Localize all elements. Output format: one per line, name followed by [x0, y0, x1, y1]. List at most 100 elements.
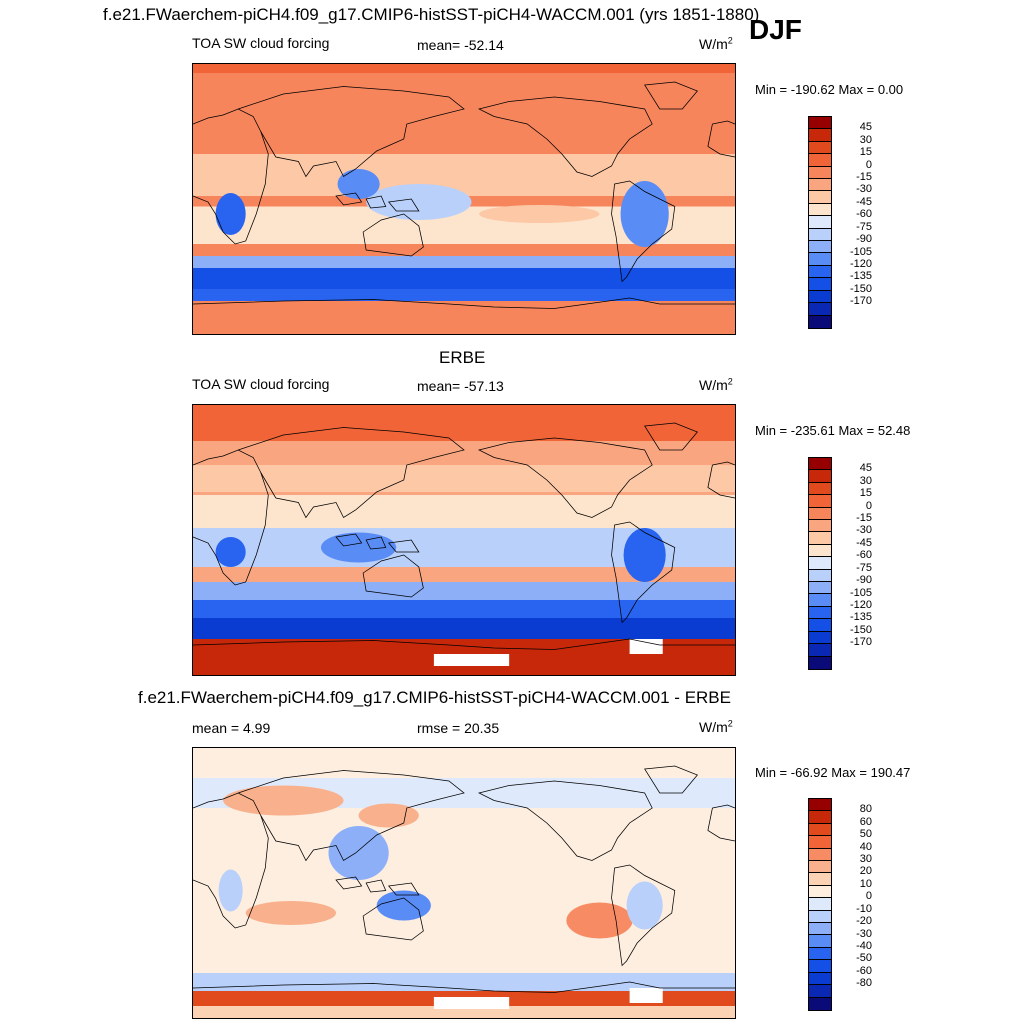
panel1-minmax: Min = -190.62 Max = 0.00 — [755, 82, 904, 97]
coastline — [387, 198, 420, 212]
colorbar-segment — [809, 836, 831, 849]
colorbar-tick-label: -60 — [856, 964, 872, 977]
colorbar-tick-label: -10 — [856, 902, 872, 915]
colorbar-segment — [809, 799, 831, 812]
panel3-field-svg — [193, 748, 735, 1018]
coastline — [365, 536, 387, 550]
field-band — [193, 582, 735, 603]
panel2-units-label: W/m2 — [699, 376, 733, 393]
colorbar-segment — [809, 228, 831, 242]
panel2-minmax: Min = -235.61 Max = 52.48 — [755, 423, 911, 438]
colorbar-segment — [809, 823, 831, 837]
colorbar-segment — [809, 495, 831, 508]
colorbar-segment — [809, 898, 831, 911]
coastline — [707, 120, 735, 158]
colorbar-tick-label: 80 — [859, 803, 872, 816]
colorbar-tick-label: -75 — [856, 561, 872, 574]
colorbar-segment — [809, 303, 831, 316]
coastline — [238, 427, 465, 519]
colorbar-tick-label: -45 — [856, 536, 872, 549]
coastline — [365, 195, 387, 209]
coastline — [362, 554, 424, 598]
colorbar-tick-label: -60 — [856, 208, 872, 221]
colorbar-segment — [809, 278, 831, 291]
colorbar-tick-label: 15 — [859, 146, 872, 159]
colorbar-tick-label: -30 — [856, 524, 872, 537]
panel3-minmax: Min = -66.92 Max = 190.47 — [755, 765, 911, 780]
colorbar-tick-label: -120 — [849, 257, 872, 270]
coastline — [335, 192, 363, 206]
colorbar-tick-label: -30 — [856, 183, 872, 196]
colorbar-tick-label: -150 — [849, 282, 872, 295]
coastline — [644, 765, 698, 794]
coastline — [335, 876, 363, 890]
colorbar-segment — [809, 885, 831, 899]
colorbar-tick-label: -135 — [849, 611, 872, 624]
colorbar-tick-label: 45 — [859, 121, 872, 134]
missing-data — [433, 997, 510, 1009]
coastline — [707, 804, 735, 842]
colorbar-tick-label: -105 — [849, 245, 872, 258]
coastline — [477, 780, 653, 861]
coastline — [365, 879, 387, 893]
field-feature — [623, 528, 666, 582]
colorbar-tick-label: 15 — [859, 487, 872, 500]
panel1-variable-label: TOA SW cloud forcing — [192, 35, 330, 51]
panel2-title: ERBE — [439, 348, 486, 367]
field-band — [193, 405, 735, 441]
coastline — [644, 422, 698, 451]
colorbar-segment — [809, 557, 831, 570]
colorbar-segment — [809, 656, 831, 669]
colorbar-segment — [809, 470, 831, 483]
season-label: DJF — [749, 14, 802, 45]
field-feature — [218, 869, 243, 912]
panel2-mean-label: mean= -57.13 — [417, 378, 504, 394]
colorbar-tick-label: 60 — [859, 815, 872, 828]
colorbar-segment — [809, 520, 831, 533]
panel1-mean-label: mean= -52.14 — [417, 37, 504, 53]
panel1-map — [192, 63, 736, 335]
field-feature — [223, 785, 344, 816]
colorbar-segment — [809, 960, 831, 973]
field-feature — [320, 532, 397, 563]
field-band — [193, 256, 735, 271]
colorbar-segment — [809, 594, 831, 607]
colorbar-segment — [809, 910, 831, 924]
coastline — [387, 539, 420, 553]
coastline — [707, 461, 735, 499]
colorbar-tick-label: -120 — [849, 598, 872, 611]
colorbar-segment — [809, 482, 831, 496]
colorbar-segment — [809, 848, 831, 862]
coastline — [193, 638, 735, 650]
figure-title: f.e21.FWaerchem-piCH4.f09_g17.CMIP6-hist… — [103, 5, 760, 24]
colorbar-tick-label: 20 — [859, 865, 872, 878]
field-band — [193, 64, 735, 73]
colorbar-tick-label: -30 — [856, 927, 872, 940]
panel3-colorbar — [808, 798, 832, 1011]
coastline — [335, 533, 363, 547]
coastline — [644, 81, 698, 110]
colorbar-tick-label: 30 — [859, 853, 872, 866]
panel3-mean-label: mean = 4.99 — [192, 720, 271, 736]
colorbar-segment — [809, 544, 831, 558]
colorbar-segment — [809, 216, 831, 229]
colorbar-segment — [809, 861, 831, 874]
colorbar-tick-label: 10 — [859, 877, 872, 890]
panel2-field-svg — [193, 405, 735, 675]
colorbar-tick-label: -170 — [849, 295, 872, 308]
field-feature — [479, 205, 600, 223]
coastline — [477, 96, 653, 177]
colorbar-segment — [809, 166, 831, 180]
colorbar-tick-label: -90 — [856, 574, 872, 587]
colorbar-tick-label: -50 — [856, 952, 872, 965]
colorbar-segment — [809, 619, 831, 632]
colorbar-tick-label: -15 — [856, 512, 872, 525]
colorbar-segment — [809, 253, 831, 266]
colorbar-segment — [809, 315, 831, 328]
colorbar-segment — [809, 606, 831, 620]
colorbar-segment — [809, 935, 831, 948]
colorbar-tick-label: 0 — [865, 890, 872, 903]
colorbar-tick-label: -105 — [849, 586, 872, 599]
field-band — [193, 1006, 735, 1018]
colorbar-tick-label: -80 — [856, 977, 872, 990]
